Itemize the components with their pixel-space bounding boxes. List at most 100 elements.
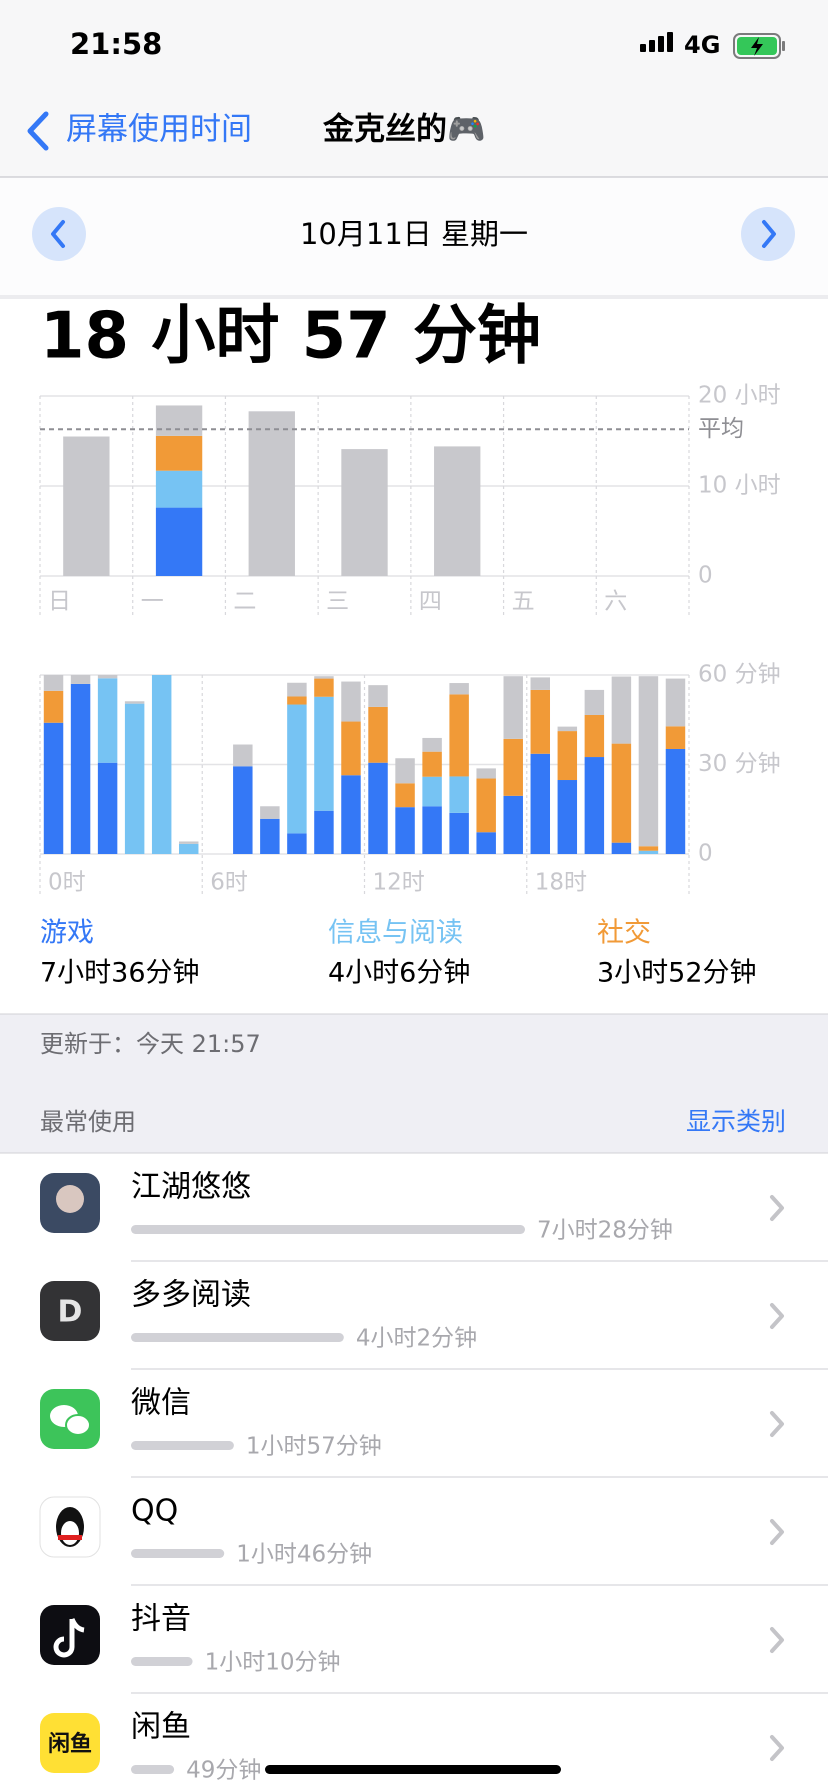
battery-icon <box>733 33 785 59</box>
bar-segment <box>476 832 496 854</box>
row-chevron <box>770 1303 784 1329</box>
bar-segment <box>395 758 415 784</box>
bar-segment <box>178 841 199 844</box>
status-time: 21:58 <box>70 27 162 61</box>
bar-segment <box>248 411 295 576</box>
bar-segment <box>476 768 496 779</box>
bar-segment <box>155 470 203 508</box>
nav-title: 金克丝的🎮 <box>322 112 486 148</box>
back-chevron[interactable] <box>27 111 49 151</box>
x-tick-label: 三 <box>326 589 349 615</box>
bar-segment <box>611 676 632 744</box>
bar-segment <box>530 677 551 690</box>
bar-segment <box>260 818 280 854</box>
bar-segment <box>422 737 442 752</box>
icon-glyph <box>53 1617 85 1658</box>
average-label: 平均 <box>698 416 744 442</box>
bar-segment <box>124 703 145 854</box>
bar-segment <box>557 780 578 854</box>
bar-segment <box>611 842 632 854</box>
bar-segment <box>314 696 334 811</box>
category-name: 游戏 <box>40 918 94 949</box>
x-tick-label: 0时 <box>48 870 86 896</box>
bar-segment <box>233 766 253 854</box>
usage-time: 1小时10分钟 <box>205 1650 341 1676</box>
bar-segment <box>611 743 632 843</box>
row-chevron <box>770 1735 784 1761</box>
icon-text: D <box>58 1295 83 1330</box>
prev-chevron <box>51 220 65 248</box>
usage-bar <box>131 1225 525 1234</box>
usage-time: 1小时46分钟 <box>236 1542 372 1568</box>
next-chevron <box>762 220 776 248</box>
y-tick-label: 60 分钟 <box>698 662 781 688</box>
x-tick-label: 日 <box>48 589 71 615</box>
row-chevron <box>770 1627 784 1653</box>
bar-segment <box>287 696 307 705</box>
bar-segment <box>584 757 605 854</box>
bar-segment <box>665 726 686 749</box>
app-name: 抖音 <box>131 1602 191 1637</box>
bar-segment <box>70 683 91 854</box>
row-chevron <box>770 1519 784 1545</box>
bar-segment <box>638 846 659 851</box>
y-tick-label: 0 <box>698 563 713 589</box>
x-tick-label: 六 <box>604 589 627 615</box>
home-indicator <box>265 1765 561 1774</box>
x-tick-label: 五 <box>512 589 535 615</box>
bar-segment <box>155 507 203 576</box>
bar-segment <box>260 806 280 819</box>
icon-text: 闲鱼 <box>48 1731 92 1757</box>
network-label: 4G <box>684 31 720 59</box>
bar-segment <box>422 751 442 777</box>
app-name: 江湖悠悠 <box>131 1170 251 1205</box>
bar-segment <box>368 706 388 763</box>
back-button[interactable]: 屏幕使用时间 <box>66 112 252 148</box>
next-day-button[interactable] <box>741 207 795 261</box>
bar-segment <box>638 850 659 854</box>
usage-bar <box>131 1549 225 1558</box>
bar-segment <box>287 833 307 854</box>
icon-glyph <box>58 1535 82 1540</box>
bar-segment <box>638 676 659 847</box>
bar-segment <box>449 683 469 695</box>
usage-time: 7小时28分钟 <box>537 1218 673 1244</box>
bar-segment <box>584 689 605 715</box>
bar-segment <box>665 678 686 727</box>
x-tick-label: 6时 <box>210 870 248 896</box>
bar-segment <box>503 676 523 739</box>
bar-segment <box>314 810 334 854</box>
bar-segment <box>151 675 172 854</box>
bar-segment <box>341 775 361 854</box>
bar-segment <box>178 843 199 854</box>
bar-segment <box>368 685 388 707</box>
usage-bar <box>131 1657 193 1666</box>
bar-segment <box>233 744 253 767</box>
bar-segment <box>422 776 442 807</box>
bar-segment <box>63 436 110 576</box>
app-name: 微信 <box>131 1386 191 1421</box>
bar-segment <box>503 795 523 854</box>
bar-segment <box>530 753 551 854</box>
y-tick-label: 0 <box>698 841 713 867</box>
bar-segment <box>155 435 203 471</box>
app-icon <box>40 1281 100 1341</box>
bar-segment <box>314 676 334 679</box>
bar-segment <box>476 778 496 833</box>
bar-segment <box>287 704 307 834</box>
row-chevron <box>770 1411 784 1437</box>
x-tick-label: 一 <box>141 589 164 615</box>
bar-segment <box>341 449 388 576</box>
bar-segment <box>449 694 469 777</box>
app-name: QQ <box>131 1494 178 1529</box>
y-tick-label: 10 小时 <box>698 473 781 499</box>
bar-segment <box>557 726 578 732</box>
date-label: 10月11日 星期一 <box>300 217 528 251</box>
bar-segment <box>43 722 64 854</box>
show-categories[interactable]: 显示类别 <box>686 1107 786 1136</box>
row-chevron <box>770 1195 784 1221</box>
bar-segment <box>422 806 442 854</box>
bar-segment <box>124 701 145 704</box>
prev-day-button[interactable] <box>32 207 86 261</box>
